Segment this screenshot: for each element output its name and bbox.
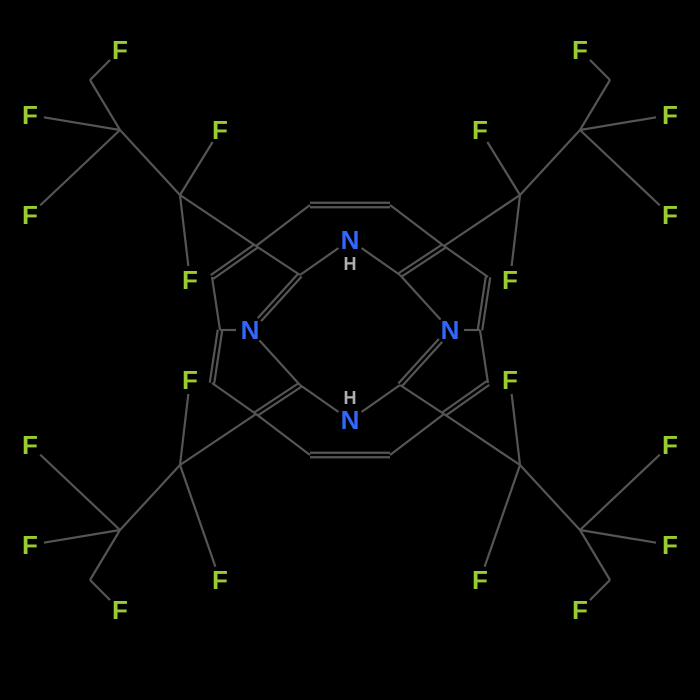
atom-F: F	[182, 265, 198, 295]
atom-N: N	[341, 405, 360, 435]
atom-N: N	[241, 315, 260, 345]
atom-F: F	[22, 530, 38, 560]
atom-F: F	[662, 100, 678, 130]
atom-F: F	[572, 595, 588, 625]
atom-F: F	[22, 200, 38, 230]
atom-F: F	[662, 200, 678, 230]
molecule-diagram: NHNNNHFFFFFFFFFFFFFFFFFFFF	[0, 0, 700, 700]
atom-F: F	[22, 430, 38, 460]
atom-F: F	[112, 35, 128, 65]
atom-F: F	[22, 100, 38, 130]
atom-F: F	[212, 565, 228, 595]
atom-F: F	[472, 565, 488, 595]
atom-F: F	[502, 365, 518, 395]
atom-F: F	[112, 595, 128, 625]
atom-F: F	[662, 530, 678, 560]
atom-F: F	[662, 430, 678, 460]
atom-F: F	[572, 35, 588, 65]
atom-N: N	[441, 315, 460, 345]
atom-F: F	[472, 115, 488, 145]
atom-F: F	[212, 115, 228, 145]
atom-F: F	[182, 365, 198, 395]
atom-N: N	[341, 225, 360, 255]
atom-sub-H: H	[344, 254, 357, 274]
atom-F: F	[502, 265, 518, 295]
atom-sub-H: H	[344, 388, 357, 408]
